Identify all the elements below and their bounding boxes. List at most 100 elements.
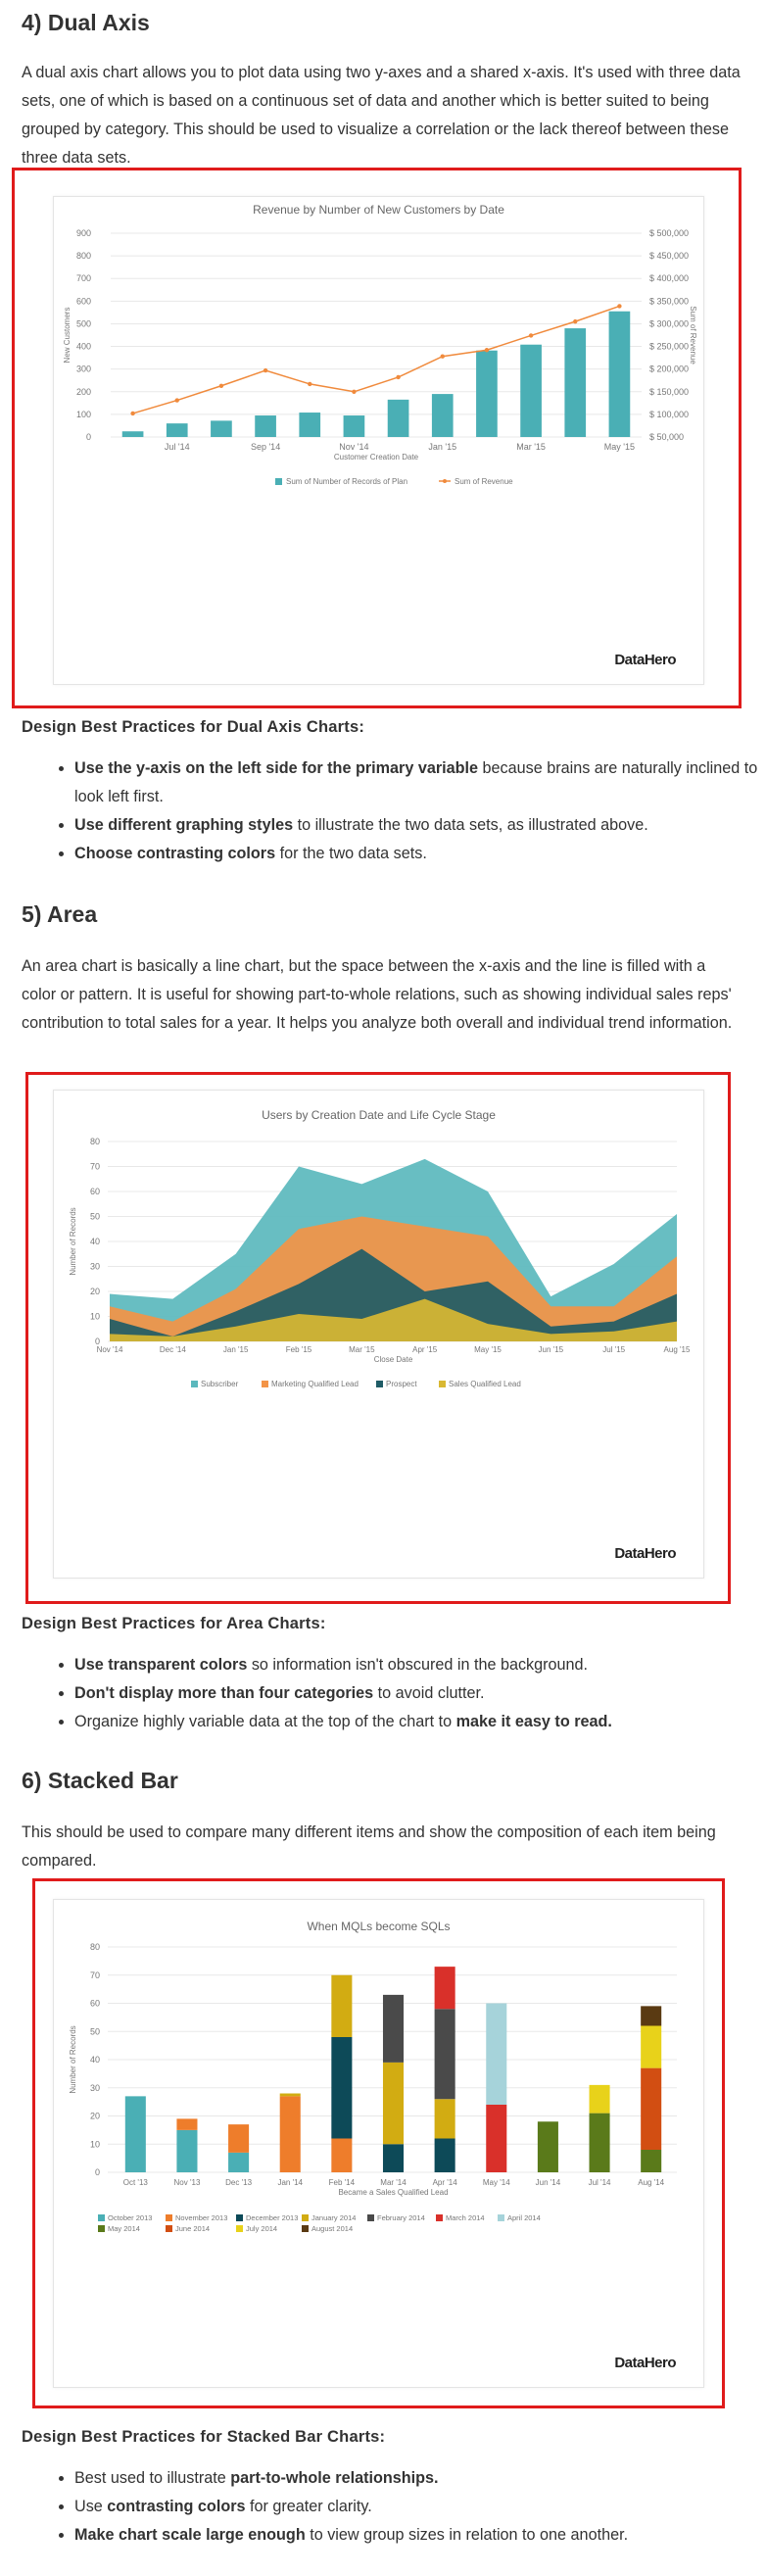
bar xyxy=(520,344,542,437)
legend-swatch xyxy=(498,2214,504,2221)
bar-segment xyxy=(228,2124,250,2153)
best-practice-item: Choose contrasting colors for the two da… xyxy=(74,840,760,868)
bar-segment xyxy=(486,2003,507,2105)
y-tick-label: 10 xyxy=(90,1312,100,1322)
legend-swatch xyxy=(191,1381,198,1387)
x-tick-label: Jul '14 xyxy=(165,442,190,452)
section-heading-area: 5) Area xyxy=(22,901,98,927)
legend-swatch xyxy=(236,2214,243,2221)
bar-segment xyxy=(176,2118,198,2130)
legend-label: Sum of Revenue xyxy=(455,477,513,486)
section-heading-dual-axis: 4) Dual Axis xyxy=(22,10,150,35)
y-tick-label: 60 xyxy=(90,1187,100,1196)
legend-swatch xyxy=(275,478,282,485)
x-tick-label: Apr '14 xyxy=(433,2178,458,2187)
bar xyxy=(476,350,498,437)
y-tick-label: 20 xyxy=(90,1287,100,1296)
bar-segment xyxy=(589,2084,610,2114)
bar xyxy=(343,415,365,437)
y-tick-label: 40 xyxy=(90,1237,100,1246)
bar-segment xyxy=(641,2006,662,2026)
bar xyxy=(121,431,144,437)
chart-card-stacked-bar: When MQLs become SQLs 0 10 20 30 40 50 60 70 80 Nu… xyxy=(53,1899,704,2388)
bar-segment xyxy=(382,2062,405,2145)
bar-segment xyxy=(641,2067,662,2150)
legend-label: Sales Qualified Lead xyxy=(449,1380,521,1388)
bar xyxy=(387,399,409,437)
best-practice-item: Organize highly variable data at the top… xyxy=(74,1708,760,1736)
area-series-sales-qualified-lead xyxy=(110,1298,677,1341)
legend-label: October 2013 xyxy=(108,2213,152,2222)
y2-axis-label: Sum of Revenue xyxy=(689,306,697,365)
bar xyxy=(211,420,232,437)
best-practices-title-dual-axis: Design Best Practices for Dual Axis Char… xyxy=(22,718,365,736)
y-tick-label: 600 xyxy=(76,296,91,306)
dual-axis-chart: Revenue by Number of New Customers by Da… xyxy=(63,203,697,668)
bar-segment xyxy=(641,2025,662,2068)
x-tick-label: Mar '14 xyxy=(380,2178,407,2187)
area-chart: Users by Creation Date and Life Cycle St… xyxy=(69,1108,691,1562)
x-axis-label: Customer Creation Date xyxy=(334,453,419,462)
legend-label: June 2014 xyxy=(175,2224,210,2233)
x-tick-label: Jul '15 xyxy=(602,1345,625,1354)
y-tick-label: 80 xyxy=(90,1137,100,1146)
legend-label: November 2013 xyxy=(175,2213,227,2222)
bar xyxy=(608,311,631,437)
y-axis-label: Number of Records xyxy=(69,2025,77,2093)
x-tick-label: Dec '13 xyxy=(225,2178,252,2187)
x-tick-label: Nov '14 xyxy=(339,442,368,452)
best-practices-title-area: Design Best Practices for Area Charts: xyxy=(22,1615,326,1632)
legend-swatch xyxy=(98,2225,105,2232)
y-axis-label: Number of Records xyxy=(69,1207,77,1275)
legend-label: December 2013 xyxy=(246,2213,298,2222)
bar-segment xyxy=(331,2138,353,2172)
chart-card-dual-axis: Revenue by Number of New Customers by Da… xyxy=(53,196,704,685)
bar-segment xyxy=(434,2138,455,2172)
legend-swatch xyxy=(439,1381,446,1387)
x-axis-label: Close Date xyxy=(374,1355,413,1364)
stacked-bar-chart: When MQLs become SQLs 0 10 20 30 40 50 60 70 80 Nu… xyxy=(69,1920,677,2371)
bar-segment xyxy=(176,2129,198,2172)
x-tick-label: Dec '14 xyxy=(160,1345,186,1354)
best-practices-title-stacked-bar: Design Best Practices for Stacked Bar Ch… xyxy=(22,2428,386,2446)
y2-tick-label: $ 350,000 xyxy=(649,296,689,306)
best-practice-item: Best used to illustrate part-to-whole re… xyxy=(74,2464,760,2493)
line-point xyxy=(352,389,357,394)
chart-card-area: Users by Creation Date and Life Cycle St… xyxy=(53,1090,704,1579)
x-tick-label: Jul '14 xyxy=(589,2178,611,2187)
bar-segment xyxy=(382,2144,405,2172)
x-tick-label: Sep '14 xyxy=(251,442,280,452)
bar-segment xyxy=(382,1994,405,2063)
y-tick-label: 700 xyxy=(76,273,91,283)
y-tick-label: 0 xyxy=(86,432,91,442)
best-practice-item: Use the y-axis on the left side for the … xyxy=(74,754,760,811)
legend-marker xyxy=(443,479,447,483)
legend-label: May 2014 xyxy=(108,2224,140,2233)
bar xyxy=(166,423,188,437)
x-tick-label: Jan '15 xyxy=(223,1345,249,1354)
x-tick-label: May '15 xyxy=(604,442,635,452)
y-tick-label: 100 xyxy=(76,410,91,419)
area-series-prospect xyxy=(110,1248,677,1341)
section-heading-stacked-bar: 6) Stacked Bar xyxy=(22,1768,178,1793)
x-tick-label: Nov '13 xyxy=(174,2178,201,2187)
y2-tick-label: $ 250,000 xyxy=(649,342,689,352)
line-point xyxy=(308,381,312,387)
bar-segment xyxy=(641,2150,662,2172)
y2-tick-label: $ 400,000 xyxy=(649,273,689,283)
line-point xyxy=(174,398,179,403)
legend-swatch xyxy=(98,2214,105,2221)
y-tick-label: 10 xyxy=(90,2139,100,2149)
y2-tick-label: $ 500,000 xyxy=(649,228,689,238)
highlight-frame-area xyxy=(25,1072,731,1604)
section-paragraph-dual-axis: A dual axis chart allows you to plot dat… xyxy=(22,64,741,167)
y-tick-label: 0 xyxy=(95,1337,100,1346)
y-tick-label: 40 xyxy=(90,2055,100,2065)
y-tick-label: 50 xyxy=(90,2026,100,2036)
highlight-frame-dual-axis xyxy=(12,168,742,708)
line-point xyxy=(130,411,135,416)
line-point xyxy=(440,354,445,359)
y-tick-label: 70 xyxy=(90,1970,100,1980)
bar xyxy=(564,328,587,437)
